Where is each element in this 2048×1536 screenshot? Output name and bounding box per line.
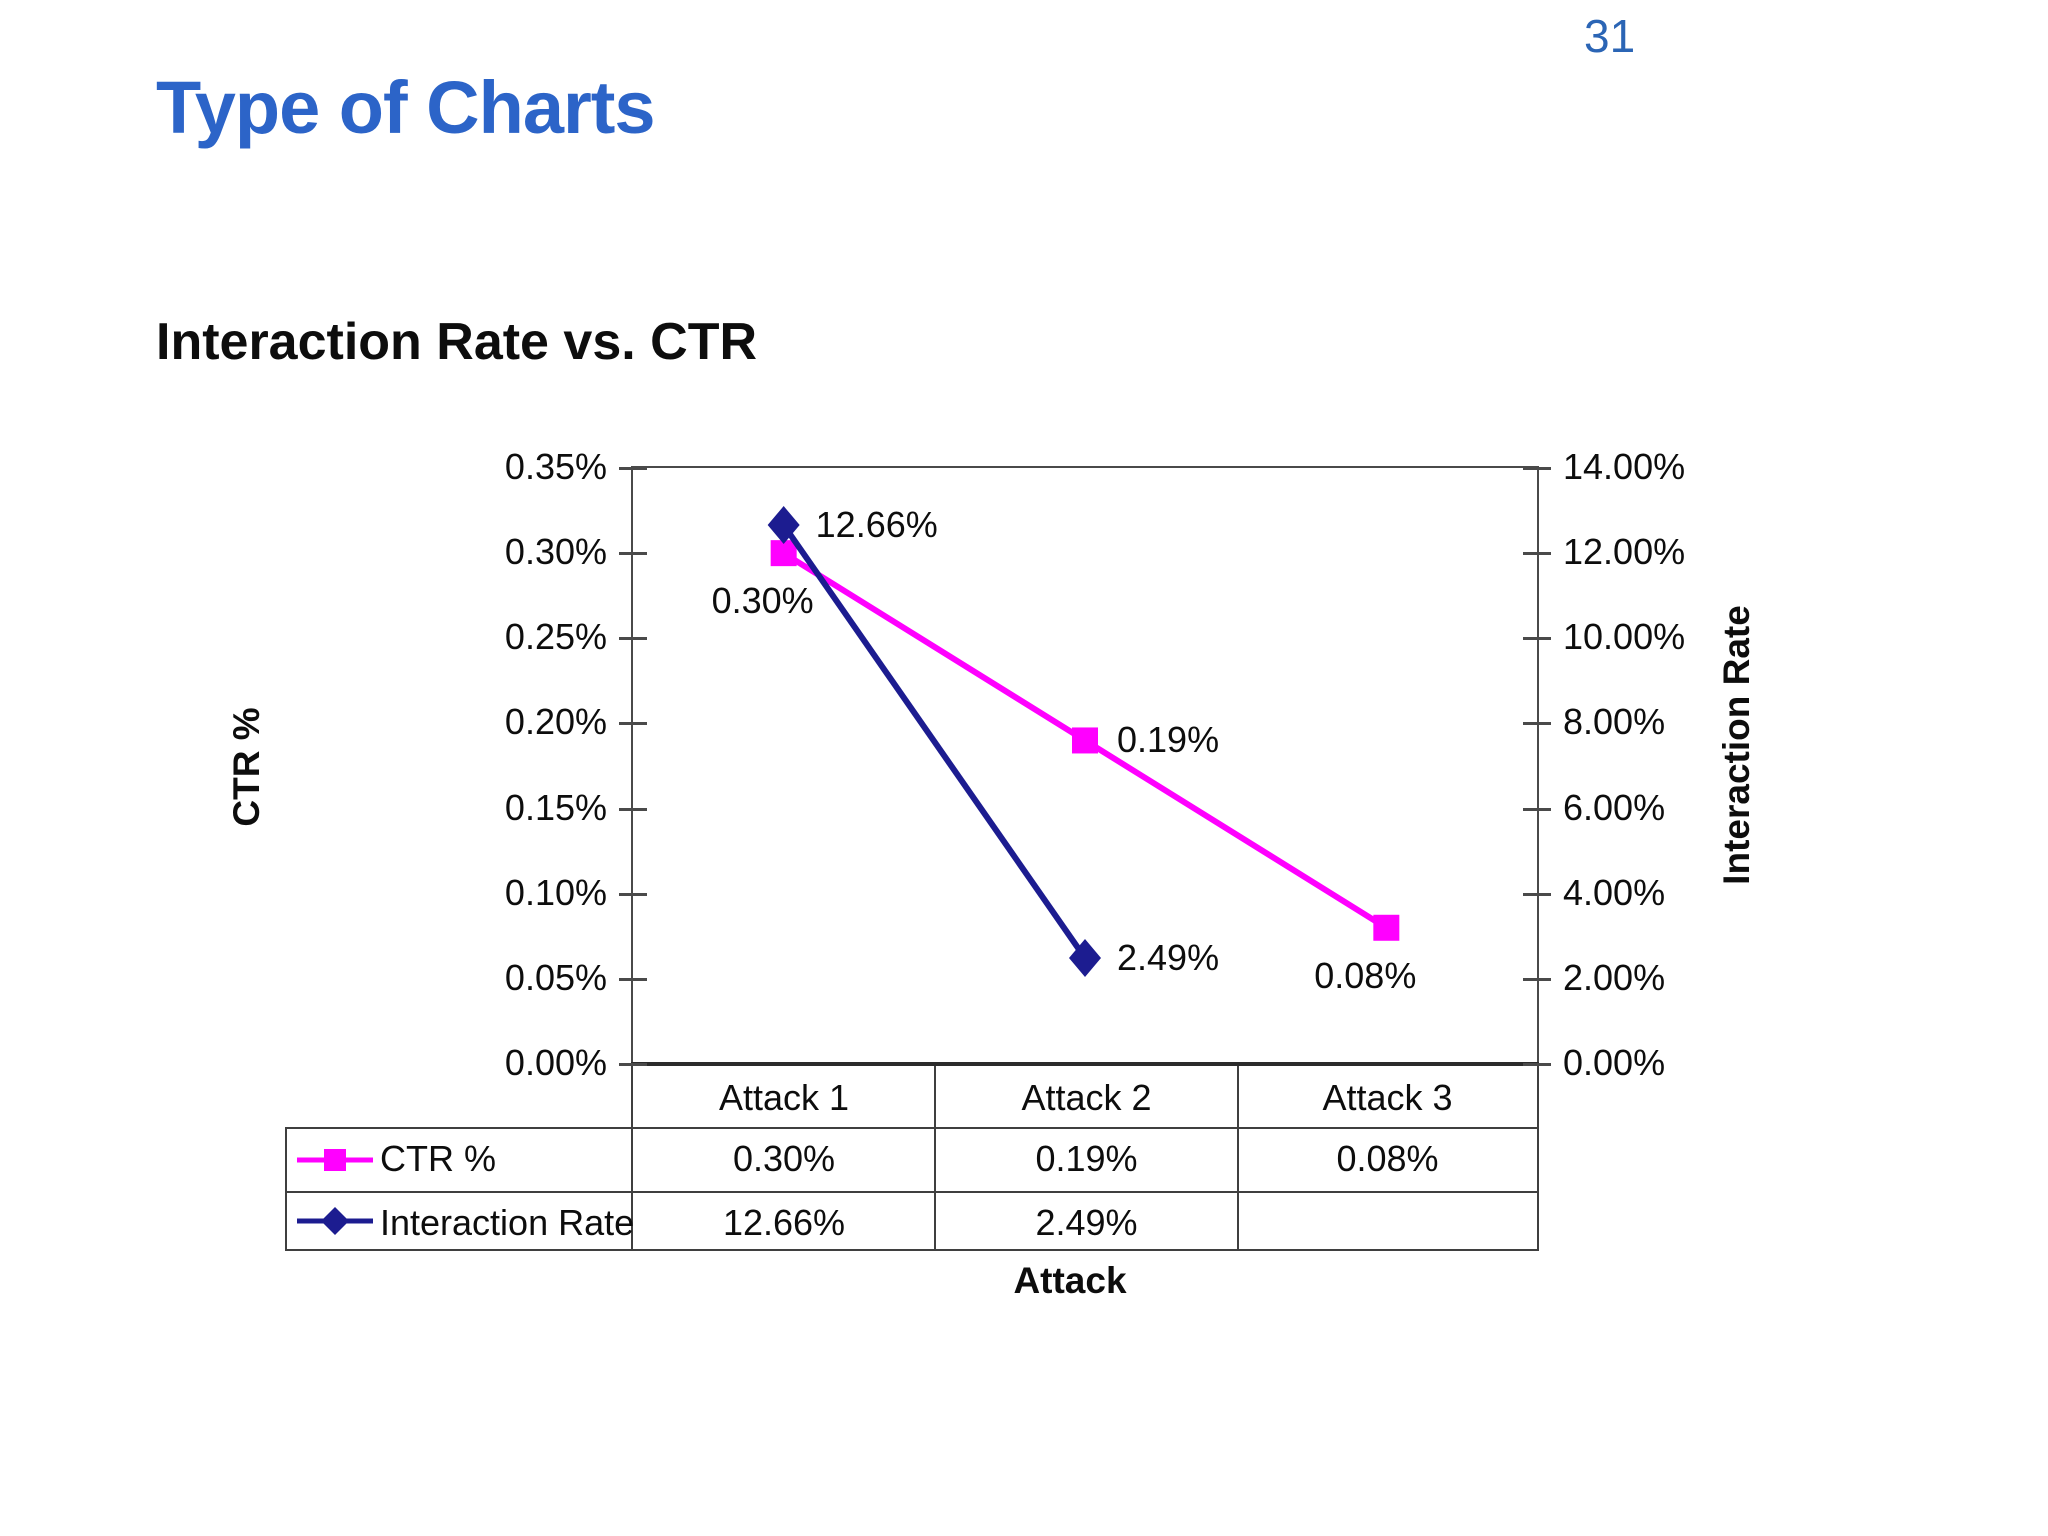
right-axis-tick — [1523, 892, 1551, 896]
right-axis-tick-label: 12.00% — [1563, 531, 1686, 573]
table-value-cell: 0.30% — [732, 1138, 836, 1179]
left-axis-tick-label: 0.00% — [504, 1042, 607, 1083]
left-axis-tick-label: 0.20% — [504, 701, 607, 743]
point-label: 0.08% — [1314, 954, 1417, 996]
legend-label: Interaction Rate — [380, 1202, 635, 1243]
left-axis-tick — [619, 467, 647, 470]
right-axis-tick — [1523, 637, 1551, 641]
right-axis-tick — [1523, 467, 1551, 470]
table-header-cell: Attack 3 — [1322, 1077, 1453, 1118]
diamond-marker — [767, 506, 800, 545]
point-label: 0.19% — [1117, 719, 1220, 761]
category-axis-line — [631, 1062, 1539, 1066]
right-axis-tick — [1523, 977, 1551, 981]
point-label: 0.30% — [711, 580, 814, 622]
left-axis-tick — [619, 807, 647, 811]
table-line-v — [631, 1066, 633, 1251]
left-axis-tick-label: 0.05% — [504, 956, 607, 998]
point-label: 2.49% — [1117, 936, 1220, 978]
right-axis-tick-label: 2.00% — [1563, 956, 1666, 998]
right-axis-tick-label: 0.00% — [1563, 1042, 1666, 1083]
table-line-h — [285, 1191, 1539, 1193]
diamond-marker — [1069, 938, 1101, 977]
chart-title: Interaction Rate vs. CTR — [156, 313, 758, 371]
page-title: Type of Charts — [156, 66, 656, 149]
table-value-cell: 0.19% — [1035, 1138, 1138, 1179]
square-marker — [324, 1149, 346, 1171]
legend-label: CTR % — [380, 1138, 496, 1179]
square-marker — [1072, 727, 1098, 754]
left-axis-tick-label: 0.35% — [504, 446, 607, 487]
left-axis-tick — [619, 977, 647, 981]
left-axis-tick — [619, 892, 647, 896]
table-line-h — [285, 1127, 1539, 1129]
table-line-v — [285, 1127, 287, 1250]
table-header-cell: Attack 1 — [718, 1077, 850, 1118]
right-axis-tick — [1523, 807, 1551, 811]
diamond-marker — [321, 1207, 349, 1235]
left-axis-tick — [619, 552, 647, 556]
table-line-v — [1237, 1066, 1239, 1251]
table-line-v — [1537, 1066, 1539, 1251]
left-axis-tick-label: 0.10% — [504, 871, 607, 913]
left-axis-tick — [619, 1063, 647, 1066]
table-value-cell: 12.66% — [722, 1202, 846, 1243]
legend-key-interaction — [297, 1207, 373, 1235]
table-header-cell: Attack 2 — [1021, 1077, 1152, 1118]
legend-key-ctr — [297, 1149, 373, 1171]
right-axis-tick — [1523, 1063, 1551, 1066]
point-label: 12.66% — [815, 504, 938, 546]
table-value-cell: 0.08% — [1336, 1138, 1439, 1179]
series-line-interaction — [781, 523, 1088, 960]
table-line-h — [285, 1249, 1539, 1251]
right-axis-tick — [1523, 722, 1551, 726]
right-axis-tick — [1523, 552, 1551, 556]
series-plot — [767, 506, 1400, 977]
table-value-cell: 2.49% — [1035, 1202, 1138, 1243]
right-axis-tick-label: 8.00% — [1563, 701, 1666, 743]
left-axis-tick — [619, 637, 647, 641]
x-axis-title: Attack — [1013, 1260, 1127, 1301]
left-axis-tick — [619, 722, 647, 726]
right-axis-tick-label: 6.00% — [1563, 786, 1666, 828]
square-marker — [770, 540, 797, 567]
table-line-v — [934, 1066, 936, 1251]
left-axis-tick-label: 0.30% — [504, 531, 607, 573]
right-axis-tick-label: 14.00% — [1563, 446, 1686, 487]
page-number: 31 — [1584, 10, 1636, 62]
left-axis-tick-label: 0.15% — [504, 786, 607, 828]
right-axis-tick-label: 10.00% — [1563, 616, 1686, 658]
right-axis-tick-label: 4.00% — [1563, 871, 1666, 913]
square-marker — [1373, 914, 1400, 941]
left-axis-tick-label: 0.25% — [504, 616, 607, 658]
